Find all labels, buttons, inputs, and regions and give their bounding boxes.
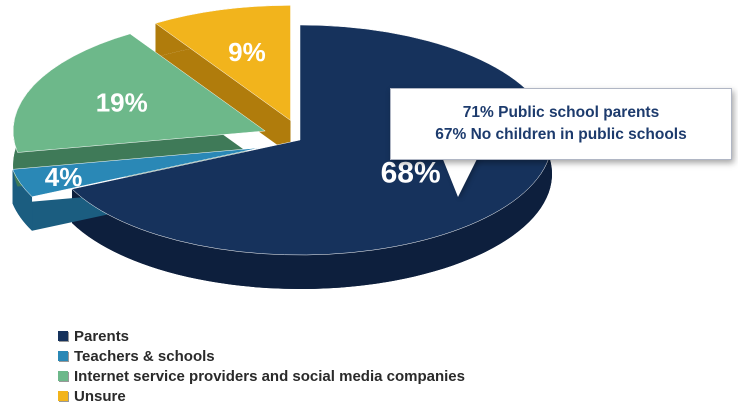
legend-item-teachers: Teachers & schools	[58, 346, 465, 366]
legend-item-isp: Internet service providers and social me…	[58, 366, 465, 386]
data-label-teachers: 4%	[45, 162, 83, 192]
pie-slice-parents	[71, 24, 553, 256]
legend-swatch-teachers	[58, 351, 68, 361]
legend-label-teachers: Teachers & schools	[74, 347, 215, 365]
pie-slice-isp	[12, 33, 266, 153]
legend-label-unsure: Unsure	[74, 387, 126, 405]
legend-swatch-isp	[58, 371, 68, 381]
data-label-isp: 19%	[96, 88, 148, 118]
annotation-line-1: 71% Public school parents	[462, 104, 660, 121]
legend-swatch-unsure	[58, 391, 68, 401]
legend-item-parents: Parents	[58, 326, 465, 346]
legend: Parents Teachers & schools Internet serv…	[58, 326, 465, 406]
legend-swatch-parents	[58, 331, 68, 341]
data-label-parents: 68%	[381, 157, 441, 190]
pie-chart: 68% 4% 19% 9%	[12, 5, 553, 290]
callout-tail	[442, 157, 478, 197]
pie-slice-unsure	[154, 5, 291, 121]
annotation-line-2: 67% No children in public schools	[435, 126, 687, 143]
legend-label-parents: Parents	[74, 327, 130, 345]
pie-slice-teachers	[12, 147, 261, 198]
legend-label-isp: Internet service providers and social me…	[74, 367, 465, 385]
data-label-unsure: 9%	[228, 37, 266, 67]
annotation-callout: 71% Public school parents 67% No childre…	[390, 88, 732, 160]
legend-item-unsure: Unsure	[58, 386, 465, 406]
